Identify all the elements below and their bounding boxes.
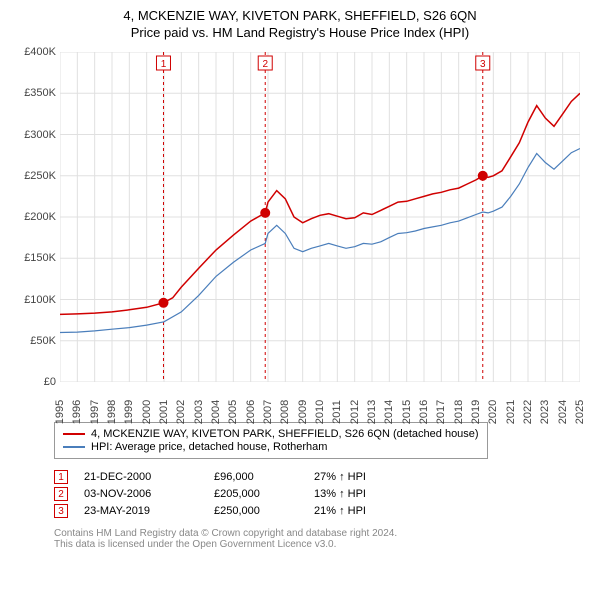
y-tick-label: £100K	[24, 294, 56, 306]
footer-line2: This data is licensed under the Open Gov…	[54, 539, 588, 550]
legend-swatch	[63, 446, 85, 448]
x-axis-labels: 1995199619971998199920002001200220032004…	[60, 384, 580, 418]
sale-price: £205,000	[214, 488, 314, 500]
x-tick-label: 1997	[89, 400, 101, 424]
sale-marker-box: 2	[54, 487, 68, 501]
x-tick-label: 1998	[106, 400, 118, 424]
x-tick-label: 2009	[297, 400, 309, 424]
x-tick-label: 1995	[54, 400, 66, 424]
chart-subtitle: Price paid vs. HM Land Registry's House …	[12, 25, 588, 40]
x-tick-label: 2010	[314, 400, 326, 424]
vline-marker-label: 2	[262, 59, 268, 70]
x-tick-label: 2005	[227, 400, 239, 424]
legend-swatch	[63, 433, 85, 435]
x-tick-label: 2022	[522, 400, 534, 424]
x-tick-label: 2014	[383, 400, 395, 424]
sale-row: 1 21-DEC-2000£96,00027% ↑ HPI	[54, 470, 588, 484]
sale-price: £250,000	[214, 505, 314, 517]
x-tick-label: 2012	[349, 400, 361, 424]
x-tick-label: 2008	[279, 400, 291, 424]
x-tick-label: 2000	[141, 400, 153, 424]
chart-title: 4, MCKENZIE WAY, KIVETON PARK, SHEFFIELD…	[12, 8, 588, 23]
y-tick-label: £0	[44, 376, 56, 388]
x-tick-label: 1999	[123, 400, 135, 424]
sale-date: 23-MAY-2019	[84, 505, 214, 517]
y-tick-label: £200K	[24, 211, 56, 223]
sale-row: 2 03-NOV-2006£205,00013% ↑ HPI	[54, 487, 588, 501]
sale-delta: 13% ↑ HPI	[314, 488, 366, 500]
x-tick-label: 2002	[175, 400, 187, 424]
x-tick-label: 2025	[574, 400, 586, 424]
x-tick-label: 2004	[210, 400, 222, 424]
x-tick-label: 2003	[193, 400, 205, 424]
vline-marker-label: 3	[480, 59, 486, 70]
sale-delta: 27% ↑ HPI	[314, 471, 366, 483]
legend-label: HPI: Average price, detached house, Roth…	[91, 441, 327, 453]
sale-marker-box: 1	[54, 470, 68, 484]
sale-marker	[260, 208, 270, 218]
y-tick-label: £150K	[24, 252, 56, 264]
x-tick-label: 2015	[401, 400, 413, 424]
y-tick-label: £300K	[24, 129, 56, 141]
x-tick-label: 2018	[453, 400, 465, 424]
sale-marker	[478, 171, 488, 181]
y-tick-label: £50K	[30, 335, 56, 347]
x-tick-label: 2017	[435, 400, 447, 424]
x-tick-label: 1996	[71, 400, 83, 424]
chart-area: £0 £50K £100K £150K £200K £250K £300K £350K £400…	[12, 48, 588, 418]
vline-marker-label: 1	[161, 59, 167, 70]
x-tick-label: 2021	[505, 400, 517, 424]
footer-line1: Contains HM Land Registry data © Crown c…	[54, 528, 588, 539]
sale-row: 3 23-MAY-2019£250,00021% ↑ HPI	[54, 504, 588, 518]
y-tick-label: £350K	[24, 87, 56, 99]
sale-marker	[158, 298, 168, 308]
x-tick-label: 2016	[418, 400, 430, 424]
y-tick-label: £400K	[24, 46, 56, 58]
x-tick-label: 2001	[158, 400, 170, 424]
footer: Contains HM Land Registry data © Crown c…	[54, 528, 588, 550]
x-tick-label: 2023	[539, 400, 551, 424]
legend-item: 4, MCKENZIE WAY, KIVETON PARK, SHEFFIELD…	[63, 428, 479, 440]
x-tick-label: 2006	[245, 400, 257, 424]
chart-svg: 1 2 3	[60, 52, 580, 382]
sale-delta: 21% ↑ HPI	[314, 505, 366, 517]
sale-date: 03-NOV-2006	[84, 488, 214, 500]
x-tick-label: 2011	[331, 400, 343, 424]
sale-marker-box: 3	[54, 504, 68, 518]
y-tick-label: £250K	[24, 170, 56, 182]
x-tick-label: 2024	[557, 400, 569, 424]
x-tick-label: 2013	[366, 400, 378, 424]
sale-date: 21-DEC-2000	[84, 471, 214, 483]
sales-table: 1 21-DEC-2000£96,00027% ↑ HPI 2 03-NOV-2006…	[54, 470, 588, 518]
x-tick-label: 2019	[470, 400, 482, 424]
plot-area: 1 2 3	[60, 52, 580, 382]
x-tick-label: 2007	[262, 400, 274, 424]
x-tick-label: 2020	[487, 400, 499, 424]
chart-container: 4, MCKENZIE WAY, KIVETON PARK, SHEFFIELD…	[0, 0, 600, 562]
title-block: 4, MCKENZIE WAY, KIVETON PARK, SHEFFIELD…	[12, 8, 588, 40]
y-axis-labels: £0£50K£100K£150K£200K£250K£300K£350K£400…	[12, 52, 58, 382]
legend-label: 4, MCKENZIE WAY, KIVETON PARK, SHEFFIELD…	[91, 428, 479, 440]
legend-item: HPI: Average price, detached house, Roth…	[63, 441, 479, 453]
legend: 4, MCKENZIE WAY, KIVETON PARK, SHEFFIELD…	[54, 422, 488, 459]
sale-price: £96,000	[214, 471, 314, 483]
